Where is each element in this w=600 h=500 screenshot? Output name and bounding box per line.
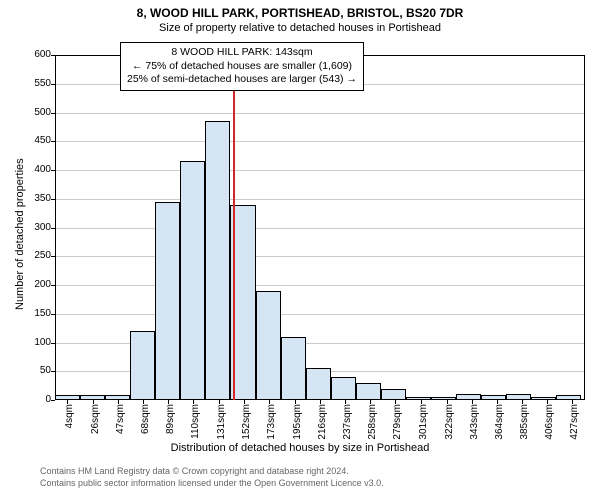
plot-border [584,55,585,400]
y-tick-label: 550 [23,78,51,89]
chart-title-line1: 8, WOOD HILL PARK, PORTISHEAD, BRISTOL, … [0,6,600,20]
chart-title-line2: Size of property relative to detached ho… [0,22,600,34]
x-tick-label: 89sqm [165,404,176,440]
plot-area [55,55,585,400]
y-tick-label: 50 [23,365,51,376]
x-tick-label: 68sqm [140,404,151,440]
histogram-bar [130,331,155,400]
x-tick-label: 216sqm [317,404,328,440]
x-tick-label: 173sqm [266,404,277,440]
x-tick-label: 26sqm [90,404,101,440]
histogram-bar [281,337,306,400]
histogram-bar [306,368,331,400]
gridline [55,141,585,142]
plot-border [55,399,585,400]
y-tick-mark [51,400,55,401]
histogram-bar [356,383,381,400]
x-tick-label: 279sqm [392,404,403,440]
plot-border [55,55,56,400]
y-tick-label: 200 [23,279,51,290]
y-tick-label: 500 [23,107,51,118]
x-tick-label: 385sqm [519,404,530,440]
histogram-bar [331,377,356,400]
reference-line [233,55,235,400]
histogram-chart: 8, WOOD HILL PARK, PORTISHEAD, BRISTOL, … [0,0,600,500]
x-axis-label: Distribution of detached houses by size … [0,442,600,454]
gridline [55,170,585,171]
gridline [55,113,585,114]
x-tick-label: 195sqm [292,404,303,440]
x-tick-label: 322sqm [444,404,455,440]
x-tick-label: 406sqm [544,404,555,440]
annotation-line2: ← 75% of detached houses are smaller (1,… [127,60,357,74]
x-tick-label: 237sqm [342,404,353,440]
x-tick-label: 131sqm [216,404,227,440]
y-tick-label: 100 [23,337,51,348]
x-tick-label: 47sqm [115,404,126,440]
histogram-bar [205,121,230,400]
y-tick-label: 350 [23,193,51,204]
gridline [55,228,585,229]
footer-line1: Contains HM Land Registry data © Crown c… [40,466,349,476]
histogram-bar [180,161,205,400]
gridline [55,256,585,257]
x-tick-label: 343sqm [469,404,480,440]
annotation-line1: 8 WOOD HILL PARK: 143sqm [127,46,357,60]
histogram-bar [155,202,180,400]
gridline [55,285,585,286]
annotation-box: 8 WOOD HILL PARK: 143sqm← 75% of detache… [120,42,364,91]
x-tick-label: 427sqm [569,404,580,440]
gridline [55,314,585,315]
y-tick-label: 250 [23,250,51,261]
x-tick-label: 110sqm [190,404,201,440]
x-tick-label: 364sqm [494,404,505,440]
y-tick-label: 600 [23,49,51,60]
y-tick-label: 0 [23,394,51,405]
annotation-line3: 25% of semi-detached houses are larger (… [127,73,357,87]
y-tick-label: 400 [23,164,51,175]
x-tick-label: 152sqm [241,404,252,440]
x-tick-label: 258sqm [367,404,378,440]
gridline [55,199,585,200]
y-tick-label: 300 [23,222,51,233]
y-tick-label: 150 [23,308,51,319]
y-tick-label: 450 [23,135,51,146]
x-tick-label: 4sqm [64,404,75,440]
footer-line2: Contains public sector information licen… [40,478,384,488]
x-tick-label: 301sqm [418,404,429,440]
histogram-bar [256,291,281,400]
